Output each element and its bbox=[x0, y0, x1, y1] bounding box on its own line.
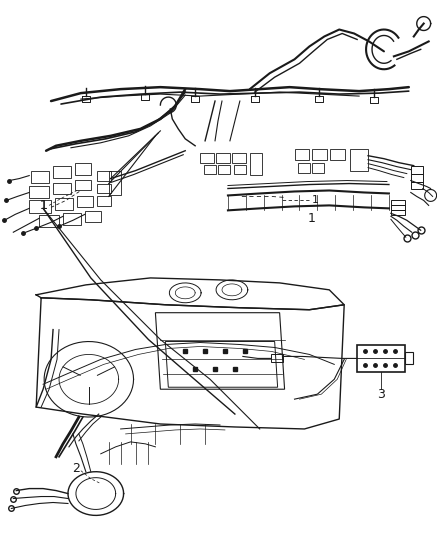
Bar bbox=[97, 197, 111, 206]
Bar bbox=[391, 205, 405, 211]
Bar bbox=[75, 163, 91, 175]
Bar bbox=[411, 166, 423, 174]
Bar bbox=[200, 153, 214, 163]
Bar bbox=[53, 166, 71, 177]
Bar bbox=[97, 183, 111, 193]
Bar bbox=[39, 215, 59, 227]
Text: 1: 1 bbox=[39, 199, 47, 212]
Bar bbox=[216, 153, 230, 163]
Bar bbox=[250, 153, 262, 175]
Bar bbox=[411, 182, 423, 190]
Bar bbox=[218, 165, 230, 174]
Bar bbox=[29, 200, 51, 213]
Bar bbox=[330, 149, 345, 160]
Bar bbox=[391, 211, 405, 215]
Bar bbox=[53, 182, 71, 195]
Bar bbox=[271, 354, 283, 362]
Text: 1: 1 bbox=[307, 212, 315, 225]
Bar bbox=[31, 171, 49, 182]
Bar bbox=[350, 149, 368, 171]
Bar bbox=[312, 163, 324, 173]
Bar bbox=[232, 153, 246, 163]
Text: 3: 3 bbox=[377, 387, 385, 401]
Bar bbox=[294, 149, 309, 160]
Bar bbox=[298, 163, 311, 173]
Bar bbox=[85, 212, 101, 222]
Bar bbox=[411, 174, 423, 182]
Bar bbox=[55, 198, 73, 211]
Bar bbox=[109, 171, 120, 196]
Bar bbox=[97, 171, 111, 181]
Text: 1: 1 bbox=[39, 199, 47, 212]
Bar bbox=[357, 344, 405, 373]
Text: 2: 2 bbox=[72, 462, 80, 475]
Bar bbox=[405, 352, 413, 365]
Bar bbox=[29, 185, 49, 198]
Bar bbox=[77, 197, 93, 207]
Bar bbox=[312, 149, 327, 160]
Bar bbox=[204, 165, 216, 174]
Bar bbox=[63, 213, 81, 225]
Bar bbox=[391, 200, 405, 205]
Text: 1: 1 bbox=[311, 196, 318, 205]
Bar bbox=[75, 180, 91, 190]
Bar bbox=[234, 165, 246, 174]
